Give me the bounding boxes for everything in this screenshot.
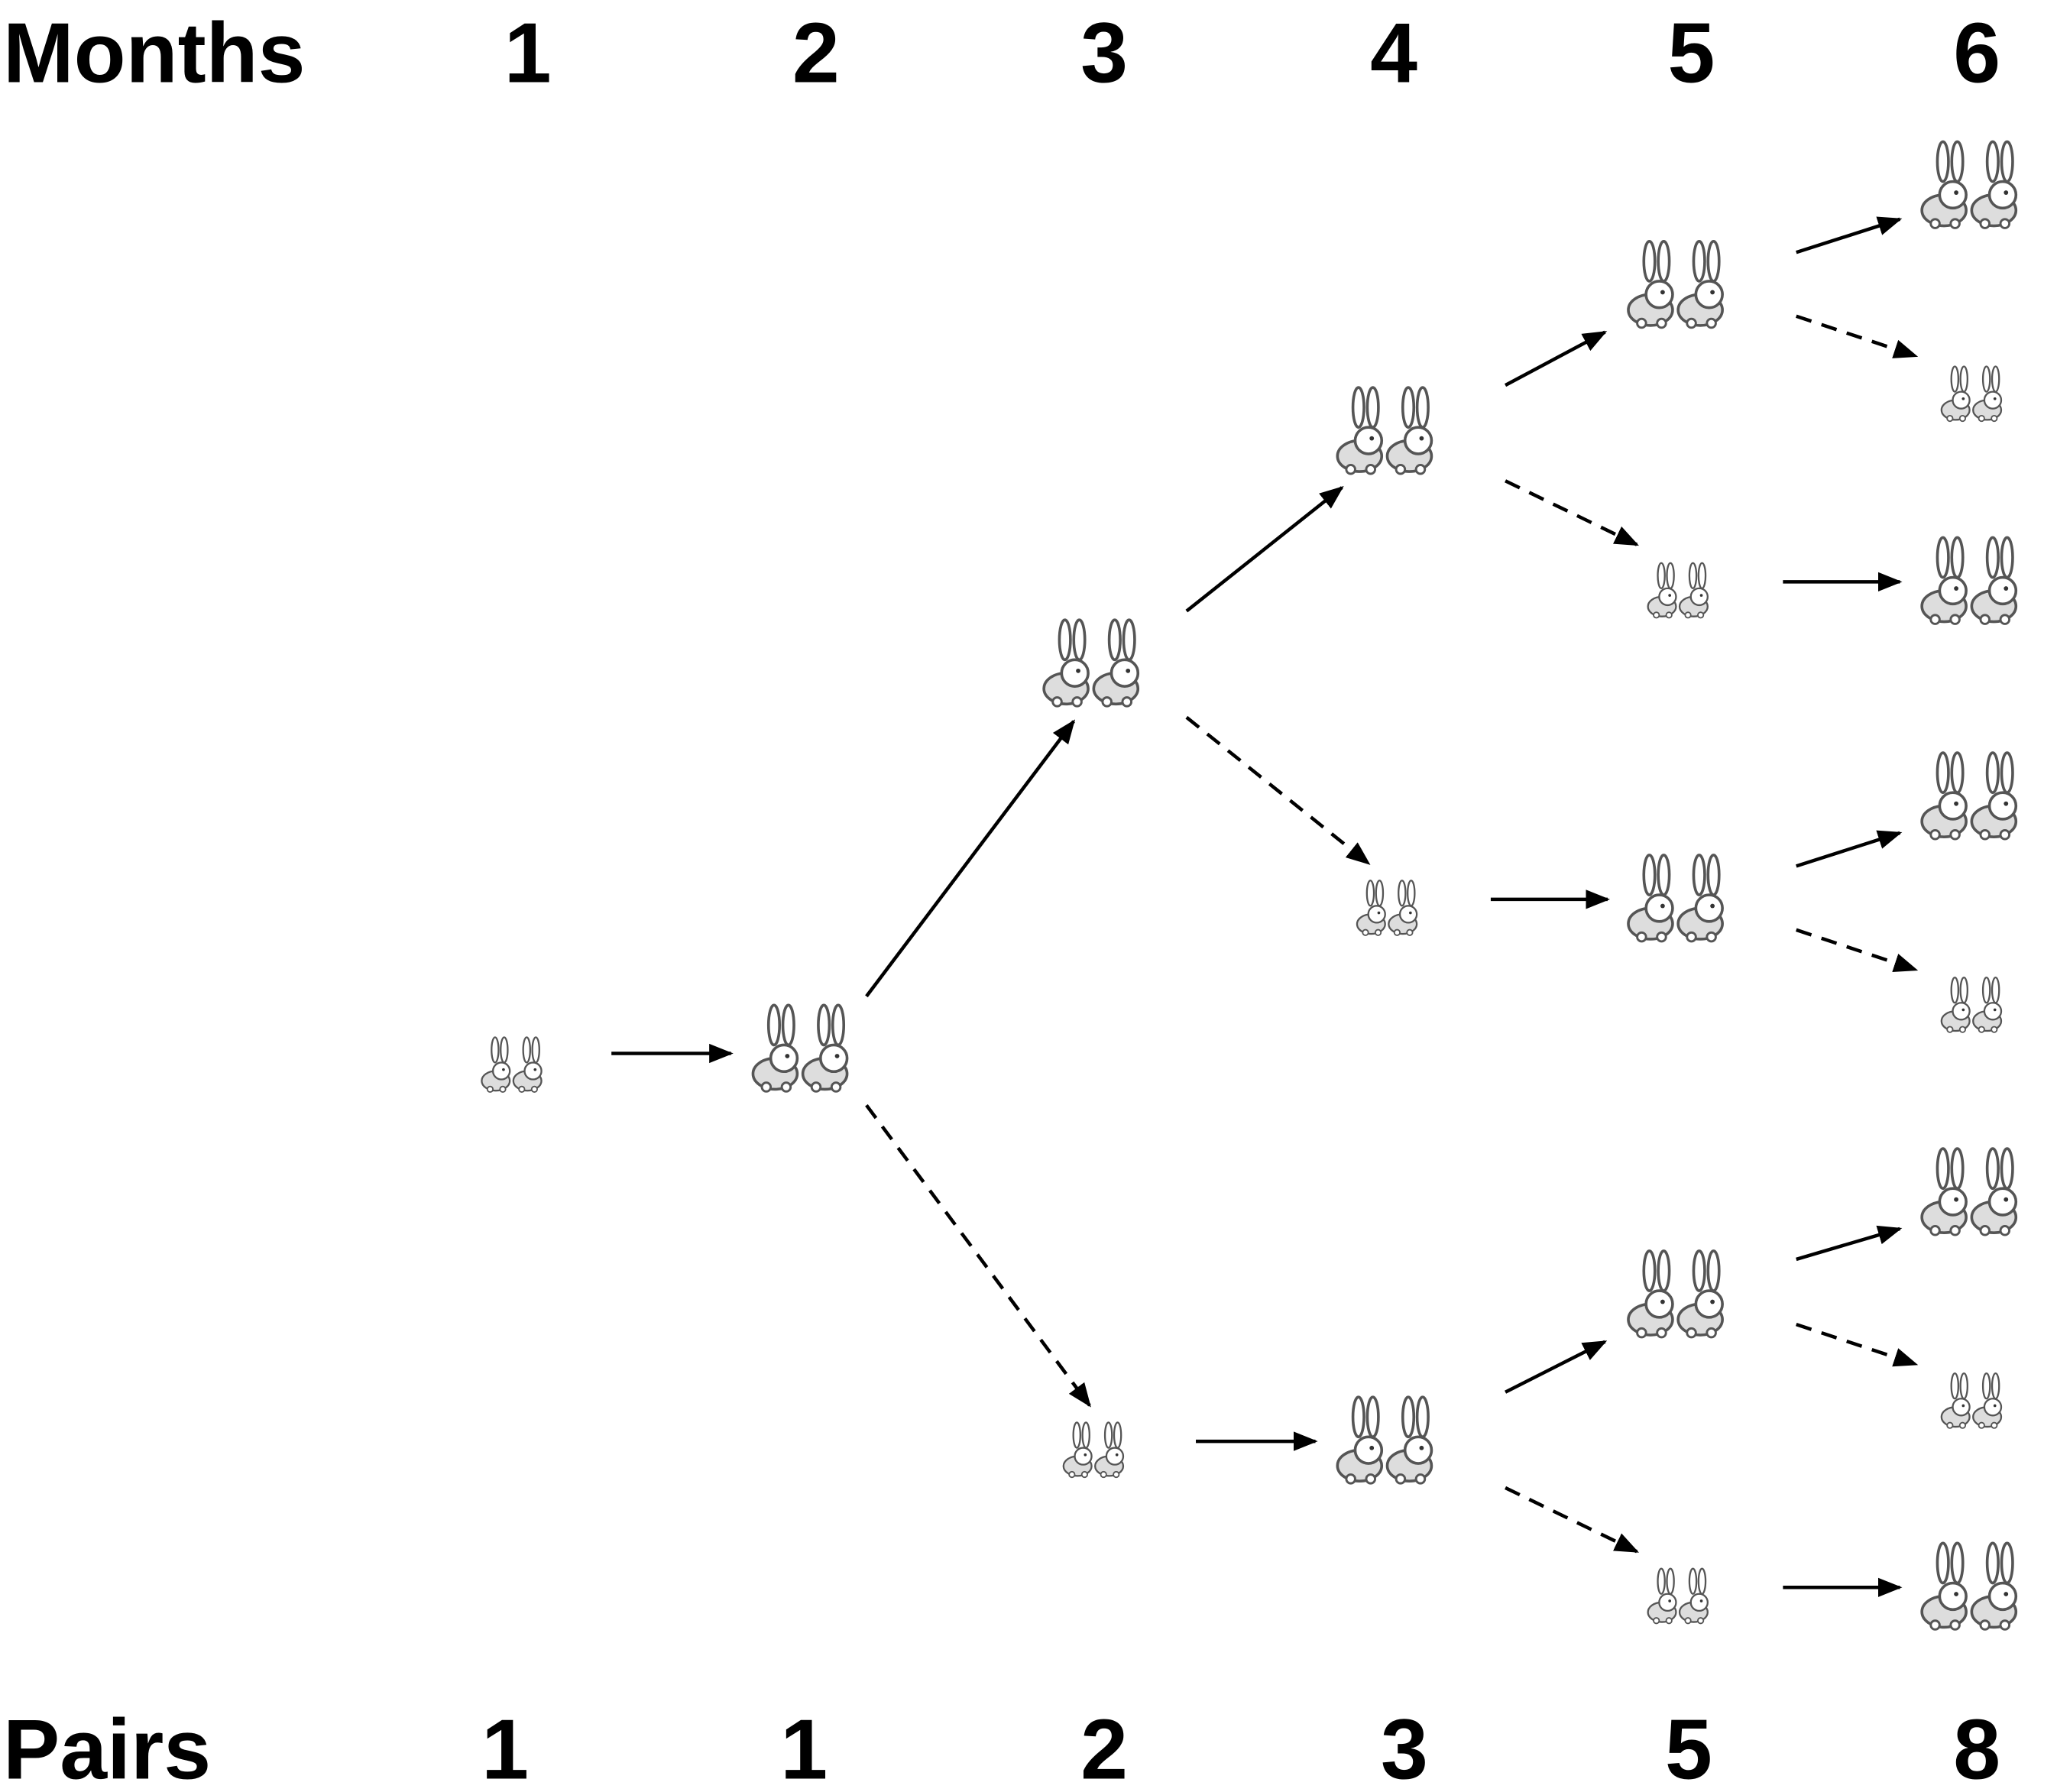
birth-arrow [1796,1322,1919,1367]
birth-arrow [1505,1486,1639,1554]
growth-arrow [1796,216,1903,254]
pair-count: 1 [481,1701,529,1792]
growth-arrow [1796,830,1903,868]
baby-pair [1942,1373,2001,1428]
baby-pair [1648,563,1708,618]
birth-arrow [1505,479,1639,546]
birth-arrow [1796,314,1919,358]
month-number: 1 [504,5,552,101]
baby-pair [1942,977,2001,1032]
pairs-label: Pairs [3,1701,211,1792]
growth-arrow [865,719,1076,998]
adult-pair [1628,1251,1722,1337]
month-number: 6 [1953,5,2000,101]
pair-count: 5 [1665,1701,1712,1792]
adult-pair [1922,753,2016,839]
months-label: Months [3,5,305,101]
baby-pair [1648,1569,1708,1624]
month-number: 4 [1370,5,1417,101]
adult-pair [753,1005,847,1091]
baby-pair [1942,366,2001,421]
adult-pair [1337,1397,1431,1483]
growth-arrow [1185,485,1344,613]
adult-pair [1922,1543,2016,1629]
pair-count: 8 [1953,1701,2000,1792]
adult-pair [1337,387,1431,474]
adult-pair [1922,1149,2016,1235]
month-number: 3 [1080,5,1128,101]
adult-pair [1922,537,2016,624]
nodes [481,141,2016,1629]
month-number: 5 [1667,5,1715,101]
growth-arrow [1796,1225,1903,1262]
pair-count: 3 [1381,1701,1428,1792]
birth-arrow [1796,928,1919,972]
baby-pair [1064,1422,1123,1477]
pair-count: 1 [780,1701,828,1792]
baby-pair [1357,880,1417,935]
month-number: 2 [792,5,840,101]
pair-count: 2 [1080,1701,1128,1792]
growth-arrow [1505,1340,1608,1394]
edges [611,216,1919,1597]
birth-arrow [865,1103,1091,1408]
adult-pair [1922,141,2016,228]
baby-pair [481,1037,541,1092]
growth-arrow [1504,330,1608,387]
adult-pair [1628,855,1722,941]
adult-pair [1628,241,1722,328]
adult-pair [1044,620,1138,706]
birth-arrow [1185,715,1371,865]
